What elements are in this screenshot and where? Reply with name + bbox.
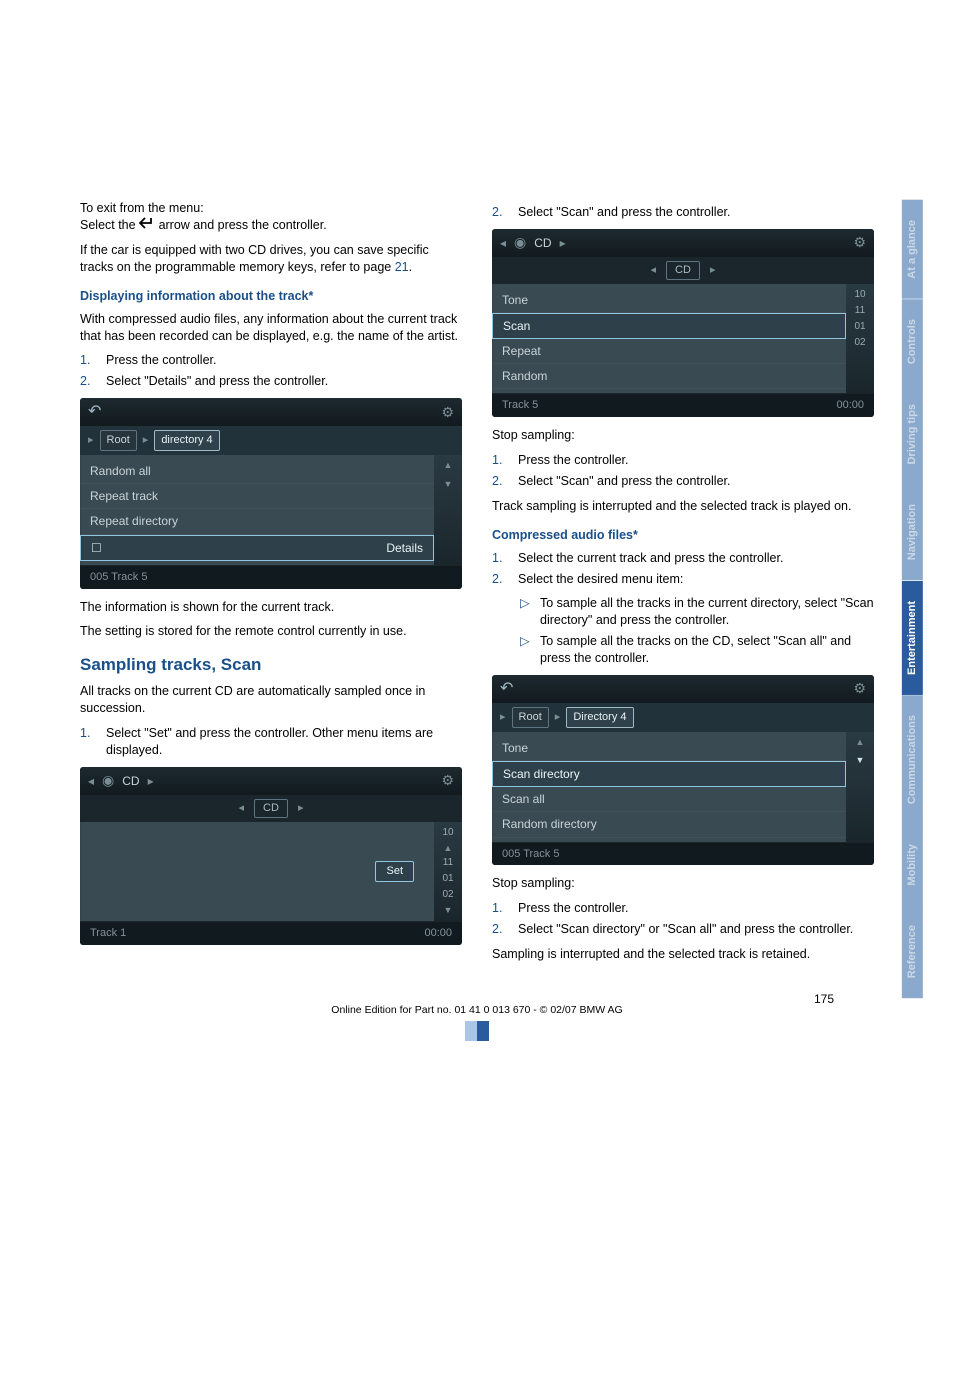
sampling-body: All tracks on the current CD are automat… xyxy=(80,683,462,717)
stop-sampling-steps-2: 1.Press the controller. 2.Select "Scan d… xyxy=(492,900,874,938)
crumb-root: Root xyxy=(512,707,549,728)
displaying-info-steps: 1.Press the controller. 2.Select "Detail… xyxy=(80,352,462,390)
step-text: Select "Scan" and press the controller. xyxy=(518,204,730,221)
step-text: Select "Details" and press the controlle… xyxy=(106,373,328,390)
disc-icon: ◉ xyxy=(102,771,114,790)
sampling-tracks-heading: Sampling tracks, Scan xyxy=(80,654,462,677)
breadcrumb: ▸ Root ▸ Directory 4 xyxy=(500,707,866,728)
back-arrow-icon: ↶ xyxy=(88,401,101,423)
menu-item-selected: Scan directory xyxy=(492,761,846,787)
side-tabs: At a glanceControlsDriving tipsNavigatio… xyxy=(902,200,924,999)
ui-footer-track: 005 Track 5 xyxy=(502,847,559,862)
ui-scan-directory-screenshot: ↶ ⚙ ▸ Root ▸ Directory 4 Tone Scan direc… xyxy=(492,675,874,865)
page-number: 175 xyxy=(814,991,834,1007)
sampling-steps: 1.Select "Set" and press the controller.… xyxy=(80,725,462,759)
displaying-info-body: With compressed audio files, any informa… xyxy=(80,311,462,345)
page-marker xyxy=(477,1021,489,1041)
set-button: Set xyxy=(375,861,414,882)
ui-footer-track: Track 5 xyxy=(502,398,538,413)
step-text: Press the controller. xyxy=(106,352,216,369)
ui-set-screenshot: ◂ ◉ CD ▸ ⚙ ◂ CD ▸ Set 10 xyxy=(80,767,462,945)
compressed-audio-heading: Compressed audio files* xyxy=(492,527,874,544)
crumb-root: Root xyxy=(100,430,137,451)
stop-sampling-label: Stop sampling: xyxy=(492,427,874,444)
ui-footer-track: 005 Track 5 xyxy=(90,570,147,585)
ui-footer-time: 00:00 xyxy=(424,926,452,941)
ui-details-screenshot: ↶ ⚙ ▸ Root ▸ directory 4 Random all Repe… xyxy=(80,398,462,588)
menu-item: Tone xyxy=(492,736,846,761)
gear-icon: ⚙ xyxy=(441,403,454,422)
side-tab[interactable]: Controls xyxy=(902,299,923,384)
gear-icon: ⚙ xyxy=(853,233,866,252)
side-tab[interactable]: Driving tips xyxy=(902,384,923,485)
menu-item: Repeat xyxy=(492,339,846,364)
menu-item: Tone xyxy=(492,288,846,313)
menu-item: Repeat directory xyxy=(80,509,434,534)
page-marker-light xyxy=(465,1021,477,1041)
ui-scan-screenshot: ◂ ◉ CD ▸ ⚙ ◂ CD ▸ Tone Scan Repeat xyxy=(492,229,874,417)
menu-item: Random xyxy=(492,364,846,389)
breadcrumb: ▸ Root ▸ directory 4 xyxy=(88,430,454,451)
menu-item-selected: Scan xyxy=(492,313,846,339)
crumb-directory: Directory 4 xyxy=(566,707,633,728)
menu-item: Scan all xyxy=(492,787,846,812)
menu-item: Repeat track xyxy=(80,484,434,509)
step-text: Press the controller. xyxy=(518,452,628,469)
step-text: Press the controller. xyxy=(518,900,628,917)
back-arrow-icon xyxy=(139,217,155,234)
gear-icon: ⚙ xyxy=(441,771,454,790)
step-text: Select the current track and press the c… xyxy=(518,550,783,567)
cd-label: CD xyxy=(534,235,551,251)
stop-sampling-after: Track sampling is interrupted and the se… xyxy=(492,498,874,515)
side-tab[interactable]: Reference xyxy=(902,905,923,998)
stop-sampling-after-2: Sampling is interrupted and the selected… xyxy=(492,946,874,963)
menu-item: Random directory xyxy=(492,812,846,837)
exit-text-1: Select the xyxy=(80,218,139,232)
right-column: 2.Select "Scan" and press the controller… xyxy=(492,200,874,971)
ui-footer-time: 00:00 xyxy=(836,398,864,413)
scan-step: 2.Select "Scan" and press the controller… xyxy=(492,204,874,221)
stop-sampling-steps: 1.Press the controller. 2.Select "Scan" … xyxy=(492,452,874,490)
cd-label: CD xyxy=(122,773,139,789)
setting-stored-text: The setting is stored for the remote con… xyxy=(80,623,462,640)
page-ref-21[interactable]: 21 xyxy=(395,260,409,274)
stop-sampling-label-2: Stop sampling: xyxy=(492,875,874,892)
side-tab[interactable]: Navigation xyxy=(902,484,923,580)
left-column: To exit from the menu: Select the arrow … xyxy=(80,200,462,971)
side-tab[interactable]: At a glance xyxy=(902,200,923,299)
disc-icon: ◉ xyxy=(514,233,526,252)
menu-item-selected: Details xyxy=(80,535,434,561)
side-tab[interactable]: Communications xyxy=(902,695,923,824)
cd-sub-label: CD xyxy=(254,799,288,818)
step-text: Select "Scan directory" or "Scan all" an… xyxy=(518,921,853,938)
displaying-info-heading: Displaying information about the track* xyxy=(80,288,462,305)
exit-text-2: arrow and press the controller. xyxy=(159,218,327,232)
menu-item: Random all xyxy=(80,459,434,484)
exit-title: To exit from the menu: xyxy=(80,201,204,215)
side-tab[interactable]: Mobility xyxy=(902,824,923,906)
side-tab[interactable]: Entertainment xyxy=(902,581,923,695)
crumb-directory: directory 4 xyxy=(154,430,219,451)
two-drives-text: If the car is equipped with two CD drive… xyxy=(80,242,462,276)
cd-sub-label: CD xyxy=(666,261,700,280)
exit-menu-text: To exit from the menu: Select the arrow … xyxy=(80,200,462,234)
info-shown-text: The information is shown for the current… xyxy=(80,599,462,616)
sub-bullet: ▷To sample all the tracks in the current… xyxy=(520,595,874,629)
back-arrow-icon: ↶ xyxy=(500,678,513,700)
step-text: Select "Scan" and press the controller. xyxy=(518,473,730,490)
step-text: Select "Set" and press the controller. O… xyxy=(106,725,462,759)
footer-line: Online Edition for Part no. 01 41 0 013 … xyxy=(331,1003,622,1017)
compressed-steps: 1.Select the current track and press the… xyxy=(492,550,874,588)
sub-bullet: ▷To sample all the tracks on the CD, sel… xyxy=(520,633,874,667)
gear-icon: ⚙ xyxy=(853,679,866,698)
step-text: Select the desired menu item: xyxy=(518,571,683,588)
ui-footer-track: Track 1 xyxy=(90,926,126,941)
